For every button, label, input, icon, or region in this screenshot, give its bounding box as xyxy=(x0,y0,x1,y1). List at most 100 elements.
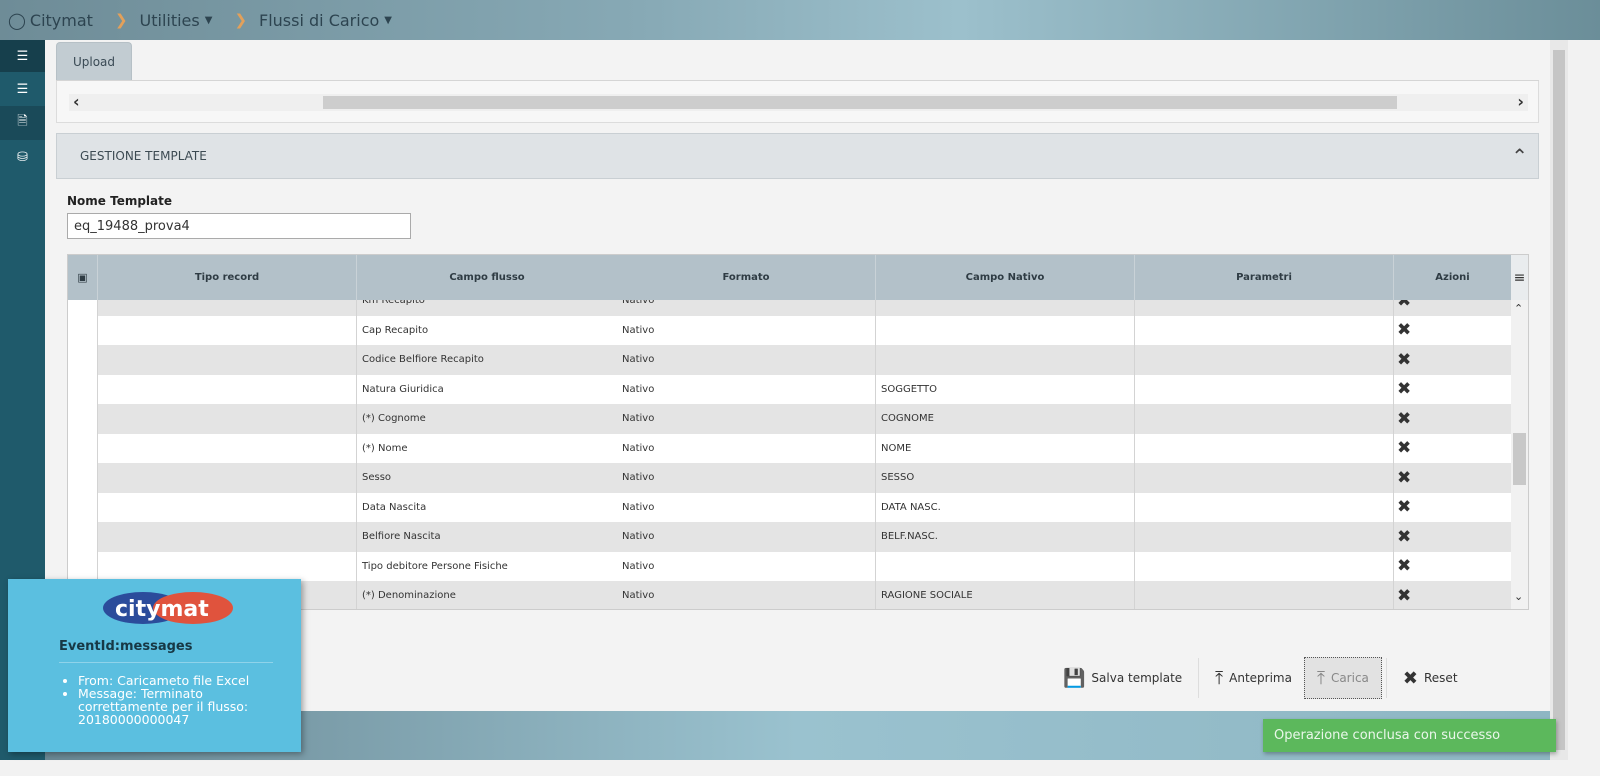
cell-parametri xyxy=(1135,492,1394,522)
cell-parametri xyxy=(1135,315,1394,345)
menu-toggle-icon[interactable]: ☰ xyxy=(0,40,45,72)
row-selector xyxy=(68,492,98,522)
col-formato[interactable]: Formato xyxy=(617,255,876,300)
cell-campo-nativo: SOGGETTO xyxy=(876,374,1135,404)
excel-file-icon[interactable]: 🗎 xyxy=(0,106,45,140)
cell-campo-nativo: BELF.NASC. xyxy=(876,522,1135,552)
tab-divider xyxy=(56,80,1539,81)
svg-text:citymat: citymat xyxy=(115,597,209,622)
cell-formato: Nativo xyxy=(617,492,876,522)
delete-row-icon[interactable]: ✖ xyxy=(1394,433,1512,463)
cell-formato: Nativo xyxy=(617,522,876,552)
caret-down-icon: ▼ xyxy=(204,14,213,26)
row-selector xyxy=(68,374,98,404)
reset-button[interactable]: ✖ Reset xyxy=(1391,657,1470,699)
cell-tipo-record xyxy=(98,522,357,552)
panel-header[interactable]: GESTIONE TEMPLATE ⌃ xyxy=(56,133,1539,179)
col-campo-flusso[interactable]: Campo flusso xyxy=(449,272,525,283)
chevron-up-icon[interactable]: ⌃ xyxy=(1514,302,1524,315)
template-name-label: Nome Template xyxy=(67,194,173,208)
add-row-icon[interactable]: ▣ xyxy=(68,255,98,300)
cell-formato: Nativo xyxy=(617,300,876,316)
cell-campo-nativo: NOME xyxy=(876,433,1135,463)
flussi-label: Flussi di Carico xyxy=(259,10,380,30)
table-row[interactable]: Km Recapito Nativo ✖ xyxy=(68,300,1512,316)
delete-row-icon[interactable]: ✖ xyxy=(1394,300,1512,316)
scrollbar-thumb[interactable] xyxy=(323,96,1397,109)
caret-down-icon: ▼ xyxy=(384,14,392,26)
vertical-scrollbar[interactable]: ⌃ ⌄ xyxy=(1511,300,1528,609)
cell-parametri xyxy=(1135,551,1394,581)
breadcrumb-flussi[interactable]: Flussi di Carico ▼ xyxy=(259,11,392,30)
delete-row-icon[interactable]: ✖ xyxy=(1394,345,1512,375)
floppy-icon: 💾 xyxy=(1063,667,1086,689)
cell-formato: Nativo xyxy=(617,345,876,375)
scrollbar-thumb[interactable] xyxy=(1513,433,1526,485)
cell-tipo-record xyxy=(98,345,357,375)
delete-row-icon[interactable]: ✖ xyxy=(1394,463,1512,493)
panel-title: GESTIONE TEMPLATE xyxy=(80,149,207,163)
cell-campo-flusso: Belfiore Nascita xyxy=(362,531,441,543)
cell-tipo-record xyxy=(98,404,357,434)
cell-campo-flusso: (*) Denominazione xyxy=(362,590,456,602)
save-template-button[interactable]: 💾 Salva template xyxy=(1051,657,1194,699)
column-menu-icon[interactable]: ≡ xyxy=(1511,255,1528,300)
table-row[interactable]: Tipo debitore Persone Fisiche Nativo ✖ xyxy=(68,551,1512,581)
upload-icon: ⤒ xyxy=(1316,667,1325,689)
table-row[interactable]: Cap Recapito Nativo ✖ xyxy=(68,315,1512,345)
table-row[interactable]: Data Nascita Nativo DATA NASC. ✖ xyxy=(68,492,1512,522)
delete-row-icon[interactable]: ✖ xyxy=(1394,404,1512,434)
col-tipo-record[interactable]: Tipo record xyxy=(98,255,357,300)
cell-campo-flusso: (*) Cognome xyxy=(362,413,426,425)
chevron-right-icon[interactable]: › xyxy=(1517,92,1524,111)
cell-tipo-record xyxy=(98,492,357,522)
delete-row-icon[interactable]: ✖ xyxy=(1394,551,1512,581)
cell-parametri xyxy=(1135,433,1394,463)
load-button[interactable]: ⤒ Carica xyxy=(1303,657,1382,699)
delete-row-icon[interactable]: ✖ xyxy=(1394,315,1512,345)
cell-parametri xyxy=(1135,404,1394,434)
table-row[interactable]: Belfiore Nascita Nativo BELF.NASC. ✖ xyxy=(68,522,1512,552)
success-toast[interactable]: Operazione conclusa con successo xyxy=(1263,719,1556,752)
preview-label: Anteprima xyxy=(1229,671,1292,685)
upload-icon: ⤒ xyxy=(1215,667,1224,689)
delete-row-icon[interactable]: ✖ xyxy=(1394,374,1512,404)
tab-upload[interactable]: Upload xyxy=(56,42,132,81)
breadcrumb-home[interactable]: ◯ Citymat xyxy=(8,11,93,30)
col-parametri[interactable]: Parametri xyxy=(1135,255,1394,300)
cell-campo-flusso: Tipo debitore Persone Fisiche xyxy=(362,560,508,572)
table-row[interactable]: (*) Cognome Nativo COGNOME ✖ xyxy=(68,404,1512,434)
scrollbar-thumb[interactable] xyxy=(1553,50,1565,750)
preview-button[interactable]: ⤒ Anteprima xyxy=(1203,657,1304,699)
template-name-input[interactable] xyxy=(67,213,411,239)
delete-row-icon[interactable]: ✖ xyxy=(1394,522,1512,552)
grid-body: Km Recapito Nativo ✖ Cap Recapito Nativo ✖ Cod… xyxy=(68,300,1512,609)
list-icon[interactable]: ☰ xyxy=(16,81,29,97)
cell-formato: Nativo xyxy=(617,374,876,404)
cell-campo-nativo: DATA NASC. xyxy=(876,492,1135,522)
table-row[interactable]: (*) Nome Nativo NOME ✖ xyxy=(68,433,1512,463)
delete-row-icon[interactable]: ✖ xyxy=(1394,581,1512,609)
horizontal-scrollbar[interactable]: ‹ › xyxy=(69,92,1528,111)
cell-formato: Nativo xyxy=(617,551,876,581)
cell-tipo-record xyxy=(98,551,357,581)
table-row[interactable]: Codice Belfiore Recapito Nativo ✖ xyxy=(68,345,1512,375)
cell-formato: Nativo xyxy=(617,463,876,493)
chevron-down-icon[interactable]: ⌄ xyxy=(1514,590,1524,603)
chevron-up-icon[interactable]: ⌃ xyxy=(1511,144,1528,168)
table-row[interactable]: Sesso Nativo SESSO ✖ xyxy=(68,463,1512,493)
delete-row-icon[interactable]: ✖ xyxy=(1394,492,1512,522)
template-grid: ▣ Tipo record Campo flusso Formato Campo… xyxy=(67,254,1529,610)
col-azioni[interactable]: Azioni xyxy=(1394,255,1512,300)
col-campo-nativo[interactable]: Campo Nativo xyxy=(876,255,1135,300)
cell-tipo-record xyxy=(98,433,357,463)
cell-parametri xyxy=(1135,345,1394,375)
database-icon[interactable]: ⛁ xyxy=(17,149,28,165)
page-scrollbar[interactable] xyxy=(1550,40,1568,760)
table-row[interactable]: Natura Giuridica Nativo SOGGETTO ✖ xyxy=(68,374,1512,404)
event-id: EventId:messages xyxy=(59,639,193,654)
chevron-left-icon[interactable]: ‹ xyxy=(73,92,80,111)
table-row[interactable]: (*) Denominazione Nativo RAGIONE SOCIALE ✖ xyxy=(68,581,1512,609)
cell-formato: Nativo xyxy=(617,433,876,463)
breadcrumb-utilities[interactable]: Utilities ▼ xyxy=(140,11,213,30)
